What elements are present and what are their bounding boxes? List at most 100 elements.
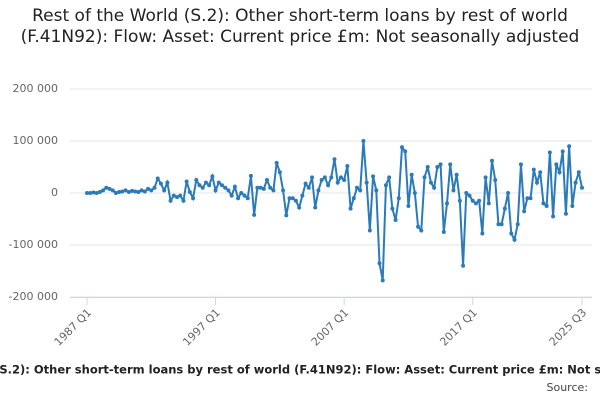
data-point [422, 175, 427, 180]
data-point [486, 201, 491, 206]
data-point [502, 206, 507, 211]
data-point [329, 175, 334, 180]
data-point [268, 185, 273, 190]
data-point [101, 188, 106, 193]
data-point [496, 222, 501, 227]
y-tick-label: 200 000 [13, 82, 59, 95]
data-point [97, 189, 102, 194]
data-point [509, 231, 514, 236]
data-point [175, 195, 179, 200]
data-point [419, 228, 424, 233]
data-point [355, 185, 359, 190]
y-tick-label: 100 000 [13, 134, 59, 147]
series-line [87, 140, 583, 281]
data-point [528, 196, 533, 201]
data-point [432, 185, 437, 190]
data-point [155, 176, 160, 181]
data-point [512, 237, 517, 242]
data-point [551, 214, 556, 219]
data-point [560, 149, 565, 154]
data-point [207, 183, 212, 188]
data-point [390, 206, 395, 211]
data-point [480, 231, 485, 236]
data-point [403, 149, 408, 154]
data-point [191, 196, 196, 201]
x-tick-label: 2017 Q1 [437, 306, 480, 349]
data-point [361, 139, 366, 143]
data-point [277, 170, 282, 175]
data-point [515, 222, 520, 227]
data-point [239, 191, 244, 195]
chart-title: Rest of the World (S.2): Other short-ter… [20, 6, 580, 47]
data-point [297, 205, 302, 210]
data-point [142, 189, 147, 194]
data-point [187, 189, 192, 194]
data-point [255, 185, 260, 190]
data-point [400, 145, 404, 150]
data-point [406, 204, 411, 208]
data-point [252, 212, 257, 217]
data-point [133, 189, 138, 194]
data-point [567, 144, 572, 149]
data-point [518, 162, 523, 167]
data-point [441, 230, 446, 234]
data-point [493, 178, 498, 182]
data-point [358, 188, 363, 193]
data-point [245, 196, 250, 201]
data-point [293, 198, 298, 203]
data-point [364, 180, 369, 185]
x-axis-label: Rest of the World (S.2): Other short-ter… [0, 363, 600, 377]
data-point [303, 181, 308, 186]
data-point [94, 191, 99, 195]
data-point [110, 188, 115, 193]
data-point [563, 211, 568, 216]
data-point [345, 163, 350, 168]
data-point [576, 170, 581, 175]
data-point [171, 193, 176, 198]
data-point [470, 198, 475, 203]
data-point [387, 175, 392, 180]
data-point [310, 175, 314, 180]
data-point [473, 201, 478, 206]
data-point [220, 183, 224, 188]
data-point [348, 206, 353, 211]
data-point [178, 193, 183, 198]
data-point [547, 150, 552, 155]
x-tick-label: 1987 Q1 [52, 306, 95, 349]
source: Source: [547, 381, 589, 394]
data-point [544, 204, 549, 208]
data-point [416, 224, 421, 229]
data-point [319, 178, 324, 182]
data-point [374, 188, 379, 193]
data-point [322, 175, 327, 180]
data-point [271, 188, 276, 193]
data-point [483, 175, 488, 180]
data-point [226, 188, 231, 193]
data-point [525, 196, 530, 201]
data-point [557, 170, 562, 175]
data-point [120, 189, 125, 194]
data-point [477, 198, 482, 203]
data-point [197, 183, 202, 188]
data-point [242, 193, 247, 198]
data-point [367, 228, 372, 233]
data-point [290, 196, 295, 201]
data-point [377, 261, 382, 266]
data-point [284, 213, 289, 218]
data-point [506, 191, 511, 195]
data-point [499, 222, 504, 227]
data-point [194, 178, 199, 182]
data-point [229, 193, 234, 198]
data-point [409, 172, 414, 177]
data-point [457, 198, 462, 203]
data-point [139, 188, 144, 193]
data-point [383, 183, 388, 188]
data-point [281, 188, 286, 193]
y-tick-label: -100 000 [9, 238, 58, 251]
data-point [461, 263, 466, 268]
data-point [168, 198, 173, 203]
data-point [232, 184, 237, 189]
data-point [464, 191, 469, 195]
